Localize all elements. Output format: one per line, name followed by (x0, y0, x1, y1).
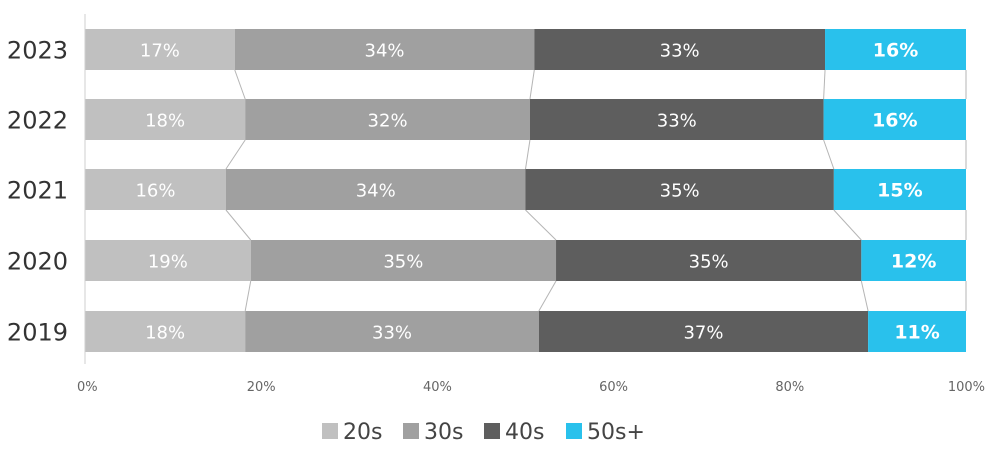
connector-line (225, 209, 252, 241)
bar-segment-50s+-2019 (868, 311, 966, 352)
data-label-20s-2021: 16% (135, 181, 175, 202)
data-label-30s-2019: 33% (372, 323, 412, 344)
connector-line (225, 139, 246, 170)
connector-line (823, 69, 826, 100)
data-label-20s-2022: 18% (145, 111, 185, 132)
legend-item-40s: 40s (484, 420, 544, 445)
bar-segment-30s-2020 (250, 240, 557, 281)
bar-segment-40s-2021 (525, 169, 834, 210)
data-label-50s+-2023: 16% (873, 40, 918, 62)
data-label-50s+-2021: 15% (877, 180, 922, 202)
data-label-30s-2021: 34% (356, 181, 396, 202)
data-label-50s+-2020: 12% (891, 251, 936, 273)
data-label-50s+-2019: 11% (894, 322, 939, 344)
bar-segment-30s-2023 (234, 29, 535, 70)
data-label-20s-2023: 17% (140, 41, 180, 62)
x-tick-label: 60% (599, 380, 628, 395)
bar-segment-50s+-2020 (861, 240, 966, 281)
x-tick-label: 100% (948, 380, 985, 395)
year-label-2020: 2020 (7, 248, 68, 276)
bar-segment-50s+-2023 (825, 29, 966, 70)
connector-line (525, 209, 557, 241)
data-label-20s-2020: 19% (148, 252, 188, 273)
x-tick-labels: 0% 20% 40% 60% 80% 100% (77, 380, 985, 395)
bar-segment-20s-2023 (85, 29, 235, 70)
data-label-40s-2020: 35% (689, 252, 729, 273)
data-label-50s+-2022: 16% (872, 110, 917, 132)
legend: 20s 30s 40s 50s+ (322, 420, 645, 445)
year-label-2023: 2023 (7, 37, 68, 65)
year-label-2019: 2019 (7, 319, 68, 347)
connector-line (234, 69, 246, 100)
connector-line (529, 69, 535, 100)
legend-label: 20s (343, 420, 382, 445)
year-labels: 2023 2022 2021 2020 2019 (7, 37, 68, 347)
bar-row-2022: 18% 32% 33% 16% (85, 99, 966, 140)
bar-row-2021: 16% 34% 35% 15% (85, 169, 966, 210)
bar-segment-30s-2021 (225, 169, 526, 210)
legend-label: 50s+ (587, 420, 645, 445)
bar-segment-30s-2022 (245, 99, 530, 140)
x-tick-label: 20% (247, 380, 276, 395)
connector-line (833, 209, 862, 241)
legend-swatch (484, 423, 500, 439)
bars-group: 17% 34% 33% 16% 18% 32% 33% 16% 16% 34% 35% 15% 19% 3… (85, 29, 966, 352)
connector-lines (225, 69, 967, 312)
bar-segment-20s-2020 (85, 240, 251, 281)
bar-segment-20s-2021 (85, 169, 226, 210)
bar-segment-40s-2020 (556, 240, 862, 281)
x-tick-label: 40% (423, 380, 452, 395)
x-tick-label: 80% (775, 380, 804, 395)
connector-line (860, 280, 869, 312)
legend-item-20s: 20s (322, 420, 382, 445)
bar-segment-30s-2019 (245, 311, 539, 352)
bar-segment-40s-2022 (529, 99, 824, 140)
data-label-20s-2019: 18% (145, 323, 185, 344)
legend-item-50s+: 50s+ (566, 420, 645, 445)
connector-line (538, 280, 557, 312)
legend-label: 40s (505, 420, 544, 445)
legend-swatch (566, 423, 582, 439)
x-tick-label: 0% (77, 380, 98, 395)
legend-item-30s: 30s (403, 420, 463, 445)
bar-segment-40s-2023 (534, 29, 826, 70)
legend-swatch (403, 423, 419, 439)
bar-segment-20s-2022 (85, 99, 246, 140)
connector-line (525, 139, 531, 170)
data-label-30s-2023: 34% (365, 41, 405, 62)
data-label-30s-2020: 35% (383, 252, 423, 273)
data-label-40s-2023: 33% (660, 41, 700, 62)
data-label-30s-2022: 32% (368, 111, 408, 132)
bar-segment-50s+-2021 (833, 169, 966, 210)
connector-line (244, 280, 252, 312)
legend-swatch (322, 423, 338, 439)
bar-segment-50s+-2022 (823, 99, 966, 140)
year-label-2021: 2021 (7, 177, 68, 205)
bar-segment-40s-2019 (538, 311, 869, 352)
legend-label: 30s (424, 420, 463, 445)
data-label-40s-2021: 35% (660, 181, 700, 202)
bar-segment-20s-2019 (85, 311, 246, 352)
connector-line (823, 139, 835, 170)
bar-row-2023: 17% 34% 33% 16% (85, 29, 966, 70)
data-label-40s-2022: 33% (657, 111, 697, 132)
data-label-40s-2019: 37% (683, 323, 723, 344)
year-label-2022: 2022 (7, 107, 68, 135)
bar-row-2020: 19% 35% 35% 12% (85, 240, 966, 281)
bar-row-2019: 18% 33% 37% 11% (85, 311, 966, 352)
